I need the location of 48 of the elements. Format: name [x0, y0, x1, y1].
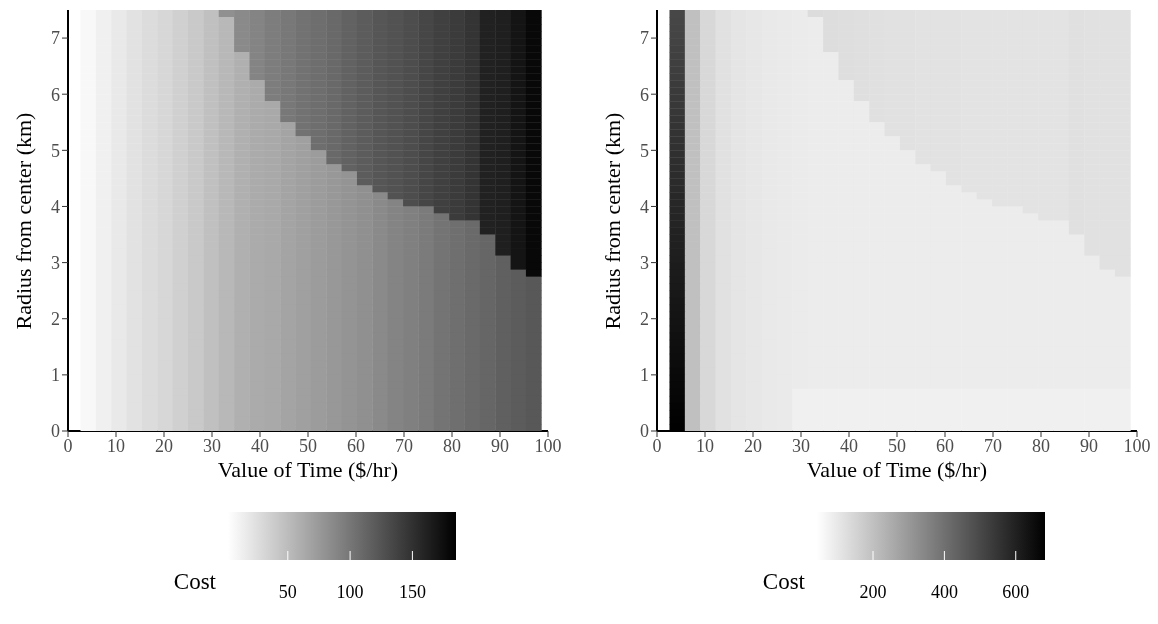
x-tick-label: 40: [251, 435, 269, 456]
x-tick-label: 20: [744, 435, 762, 456]
y-tick-label: 7: [51, 28, 60, 49]
x-tick-label: 30: [203, 435, 221, 456]
x-tick-label: 40: [840, 435, 858, 456]
x-tick-label: 80: [1032, 435, 1050, 456]
color-bar-label: 200: [859, 582, 887, 602]
x-axis-title: Value of Time ($/hr): [805, 457, 989, 483]
x-tick-label: 60: [347, 435, 365, 456]
x-tick-label: 80: [443, 435, 461, 456]
y-tick-label: 4: [640, 196, 649, 217]
y-tick-label: 6: [640, 84, 649, 105]
color-bar-label: 150: [398, 582, 426, 602]
x-tick-label: 50: [299, 435, 317, 456]
y-tick-label: 0: [51, 421, 60, 442]
y-tick-label: 3: [640, 252, 649, 273]
y-tick-label: 6: [51, 84, 60, 105]
x-tick-label: 10: [107, 435, 125, 456]
x-tick-label: 100: [534, 435, 562, 456]
y-tick-label: 1: [640, 365, 649, 386]
color-bar-label: 50: [278, 582, 297, 602]
x-tick-label: 50: [888, 435, 906, 456]
x-tick-label: 10: [696, 435, 714, 456]
x-tick-label: 100: [1123, 435, 1151, 456]
y-tick-label: 5: [640, 140, 649, 161]
color-bar-label: 600: [1002, 582, 1030, 602]
x-axis-title: Value of Time ($/hr): [216, 457, 400, 483]
x-tick-label: 90: [491, 435, 509, 456]
x-tick-label: 90: [1080, 435, 1098, 456]
y-tick-label: 5: [51, 140, 60, 161]
x-tick-label: 20: [155, 435, 173, 456]
y-tick-label: 0: [640, 421, 649, 442]
y-axis-title: Radius from center (km): [600, 111, 626, 331]
y-tick-label: 7: [640, 28, 649, 49]
x-tick-label: 30: [792, 435, 810, 456]
color-bar-title: Cost: [173, 569, 217, 594]
x-tick-label: 60: [936, 435, 954, 456]
x-tick-label: 70: [984, 435, 1002, 456]
color-bar-label: 400: [930, 582, 958, 602]
color-bar-label: 100: [336, 582, 364, 602]
y-tick-label: 4: [51, 196, 60, 217]
y-tick-label: 3: [51, 252, 60, 273]
color-bar-title: Cost: [762, 569, 806, 594]
y-tick-label: 2: [640, 309, 649, 330]
x-tick-label: 70: [395, 435, 413, 456]
y-tick-label: 2: [51, 309, 60, 330]
y-axis-title: Radius from center (km): [11, 111, 37, 331]
y-tick-label: 1: [51, 365, 60, 386]
